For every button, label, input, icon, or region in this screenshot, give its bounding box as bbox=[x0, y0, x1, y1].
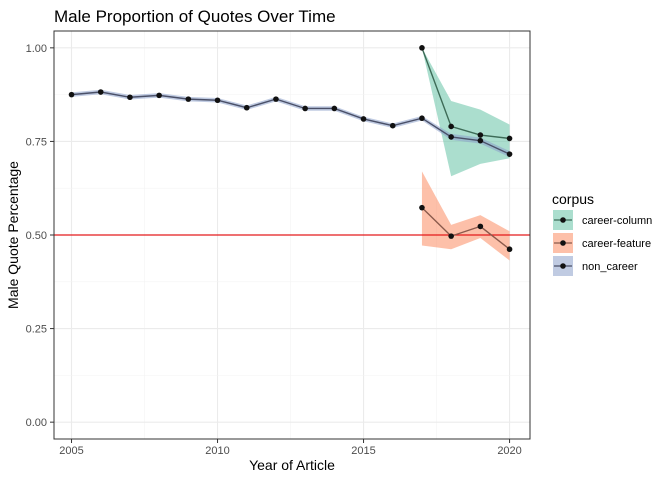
x-tick-label: 2005 bbox=[59, 445, 83, 457]
series-points bbox=[68, 45, 513, 253]
y-tick-label: 1.00 bbox=[26, 43, 47, 55]
y-tick-label: 0.75 bbox=[26, 136, 47, 148]
career-feature-legend-point bbox=[560, 240, 566, 246]
x-tick-label: 2015 bbox=[351, 445, 375, 457]
non_career-point bbox=[127, 94, 133, 101]
non_career-legend-label: non_career bbox=[582, 261, 638, 273]
non_career-point bbox=[360, 116, 367, 122]
y-tick-label: 0.50 bbox=[26, 230, 47, 242]
career-feature-legend-label: career-feature bbox=[582, 238, 651, 250]
career-feature-point bbox=[506, 246, 513, 253]
x-tick-label: 2020 bbox=[497, 445, 521, 457]
non_career-point bbox=[97, 89, 104, 95]
plot-panel bbox=[53, 30, 531, 440]
non_career-point bbox=[506, 151, 513, 157]
non_career-point bbox=[243, 104, 250, 111]
career-column-legend-label: career-column bbox=[582, 215, 652, 227]
y-axis-title: Male Quote Percentage bbox=[5, 161, 21, 309]
career-feature-point bbox=[419, 204, 425, 211]
non_career-line bbox=[71, 91, 510, 155]
y-axis: 0.00 0.25 0.50 0.75 1.00 bbox=[26, 43, 54, 429]
non_career-point bbox=[185, 96, 192, 102]
non_career-point bbox=[214, 97, 221, 104]
y-tick-label: 0.25 bbox=[26, 324, 47, 336]
x-axis: 2005 2010 2015 2020 bbox=[59, 439, 522, 457]
career-column-point bbox=[448, 123, 454, 130]
career-column-point bbox=[419, 45, 425, 51]
non_career-point bbox=[156, 92, 162, 99]
career-feature-point bbox=[448, 233, 454, 239]
non_career-point bbox=[477, 137, 484, 144]
career-column-line bbox=[421, 47, 510, 140]
legend-items: career-column career-feature non_career bbox=[553, 210, 652, 276]
x-tick-label: 2010 bbox=[205, 445, 229, 457]
non_career-point bbox=[273, 96, 279, 102]
career-feature-line bbox=[421, 207, 510, 250]
non_career-point bbox=[331, 105, 338, 112]
non_career-point bbox=[389, 122, 396, 129]
chart-title: Male Proportion of Quotes Over Time bbox=[54, 7, 336, 26]
non_career-point bbox=[68, 91, 75, 98]
y-tick-label: 0.00 bbox=[26, 417, 47, 429]
career-feature-ribbon bbox=[421, 171, 510, 261]
non_career-legend-point bbox=[560, 263, 566, 269]
x-axis-title: Year of Article bbox=[249, 457, 335, 473]
non_career-point bbox=[419, 115, 425, 122]
career-column-point bbox=[477, 132, 484, 138]
career-column-point bbox=[506, 135, 513, 142]
career-feature-point bbox=[477, 223, 484, 230]
career-column-legend-point bbox=[560, 217, 566, 223]
legend: corpus career-column career-feature non_ca… bbox=[552, 191, 652, 276]
series-lines bbox=[71, 47, 510, 250]
non_career-point bbox=[448, 134, 454, 140]
legend-title: corpus bbox=[552, 191, 594, 207]
non_career-point bbox=[302, 105, 308, 112]
